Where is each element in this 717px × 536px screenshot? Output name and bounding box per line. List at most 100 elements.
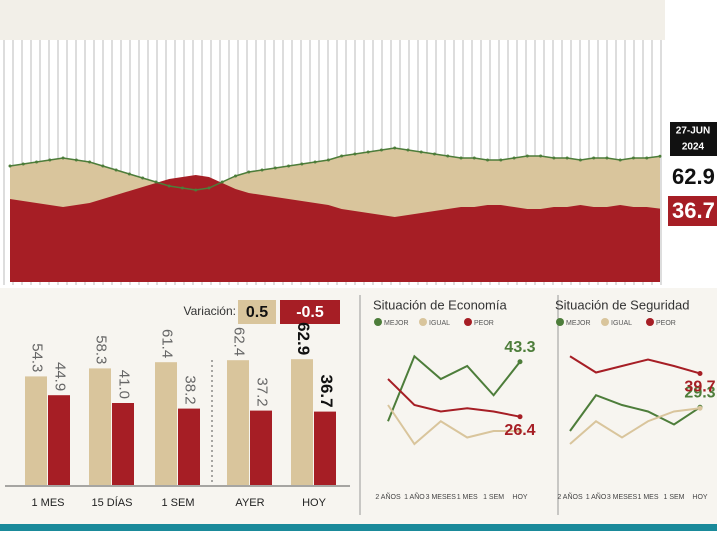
value-label: 37.2 [254,377,271,406]
variation-label: Variación: [184,304,236,318]
date-box [670,122,717,156]
x-tick-label: 3 MESES [426,494,457,501]
x-tick-label: 1 MES [637,494,658,501]
variation-value: -0.5 [296,304,324,321]
approval-dot [486,158,490,162]
x-tick-label: 1 MES [31,497,64,509]
series-line [569,407,701,445]
x-tick-label: 2 AÑOS [375,492,401,501]
bar [291,359,313,485]
approval-dot [127,172,131,176]
approval-dot [74,158,78,162]
legend-label: IGUAL [611,320,632,327]
legend-swatch [646,318,654,326]
value-label: 41.0 [116,370,133,399]
end-dot [517,414,523,420]
value-label: 62.4 [231,327,248,356]
date-label: 2024 [682,142,705,153]
approval-dot [605,156,609,160]
approval-dot [154,180,158,184]
x-tick-label: 1 SEM [663,494,684,501]
approval-dot [8,164,12,168]
x-tick-label: 15 DÍAS [92,496,133,509]
approval-dot [340,154,344,158]
approval-dot [512,156,516,160]
value-label: 62.9 [294,322,313,355]
approval-dot [472,156,476,160]
approval-dot [141,176,145,180]
approval-dot [406,148,410,152]
bottom-stripe [0,524,717,531]
current-box [668,196,717,226]
end-label: 39.7 [684,379,715,396]
approval-line [9,147,661,191]
date-label: 27-JUN [676,126,710,137]
approval-dot [180,186,184,190]
legend-swatch [556,318,564,326]
approval-dot [61,156,65,160]
approval-dot [300,162,304,166]
x-tick-label: HOY [302,497,327,509]
bar [314,411,336,485]
approval-dot [565,156,569,160]
x-tick-label: 1 MES [457,494,478,501]
approval-dot [499,158,503,162]
end-dot [697,405,703,411]
x-tick-label: HOY [692,494,708,501]
x-tick-label: 1 AÑO [586,492,607,501]
series-line [387,378,521,418]
chart-title: Situación de Seguridad [555,297,689,312]
approval-dot [578,158,582,162]
approval-dot [247,170,251,174]
legend-label: MEJOR [566,320,591,327]
x-tick-label: 2 AÑOS [557,492,583,501]
current-approval: 62.9 [672,164,715,189]
bar [155,362,177,485]
bar [227,360,249,485]
legend-swatch [374,318,382,326]
bar [25,376,47,485]
disapproval-area [10,175,660,282]
value-label: 44.9 [52,362,69,391]
approval-dot [631,156,635,160]
variation-box [238,300,276,324]
legend-label: IGUAL [429,320,450,327]
x-tick-label: HOY [512,494,528,501]
x-tick-label: 1 SEM [483,494,504,501]
approval-dot [260,168,264,172]
x-tick-label: 1 AÑO [404,492,425,501]
legend-label: MEJOR [384,320,409,327]
value-label: 58.3 [93,335,110,364]
approval-dot [48,158,52,162]
approval-dot [618,158,622,162]
legend-swatch [601,318,609,326]
approval-dot [287,164,291,168]
approval-dot [326,158,330,162]
value-label: 54.3 [29,343,46,372]
series-line [569,394,701,432]
approval-dot [114,168,118,172]
value-label: 61.4 [159,329,176,358]
legend-label: PEOR [474,320,494,327]
legend-swatch [464,318,472,326]
approval-dot [525,154,529,158]
approval-dot [88,160,92,164]
chart-title: Situación de Economía [373,297,507,312]
end-label: 26.4 [504,422,535,439]
approval-dot [167,184,171,188]
end-dot [517,428,523,434]
approval-dot [393,146,397,150]
x-tick-label: 3 MESES [607,494,638,501]
value-label: 36.7 [317,375,336,408]
end-dot [517,359,523,365]
end-dot [697,370,703,376]
approval-dot [379,148,383,152]
bar [178,408,200,485]
approval-dot [194,188,198,192]
legend-label: PEOR [656,320,676,327]
approval-dot [419,150,423,154]
approval-dot [101,164,105,168]
value-label: 38.2 [182,375,199,404]
series-line [387,404,520,446]
